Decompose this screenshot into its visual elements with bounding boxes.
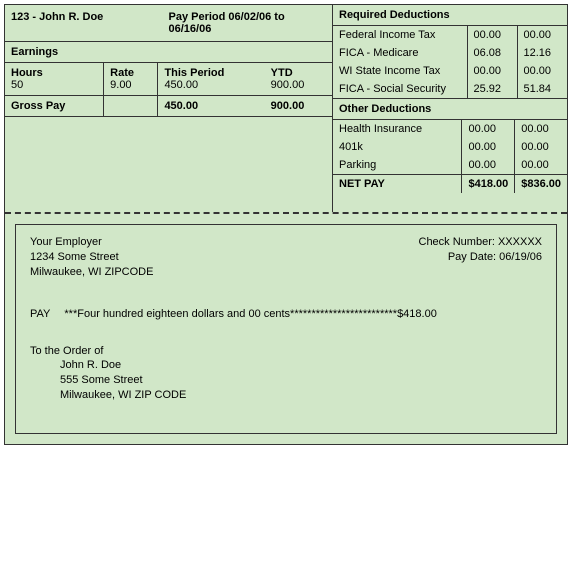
other-deductions-table: Health Insurance00.0000.00 401k00.0000.0… <box>333 120 567 193</box>
payee-addr1: 555 Some Street <box>60 373 542 388</box>
payee-addr2: Milwaukee, WI ZIP CODE <box>60 388 542 403</box>
payee-block: To the Order of John R. Doe 555 Some Str… <box>30 344 542 403</box>
pay-label: PAY <box>30 308 50 320</box>
earnings-heading: Earnings <box>5 42 332 63</box>
check-area: Your Employer 1234 Some Street Milwaukee… <box>5 214 567 444</box>
pay-period: Pay Period 06/02/06 to 06/16/06 <box>169 11 327 35</box>
gross-ytd: 900.00 <box>265 96 332 117</box>
paystub: 123 - John R. Doe Pay Period 06/02/06 to… <box>4 4 568 445</box>
to-the-order-of-label: To the Order of <box>30 344 542 359</box>
header-row: 123 - John R. Doe Pay Period 06/02/06 to… <box>5 5 332 42</box>
employee-id-name: 123 - John R. Doe <box>11 11 169 35</box>
pay-line: PAY ***Four hundred eighteen dollars and… <box>30 308 542 320</box>
pay-date: Pay Date: 06/19/06 <box>419 250 543 265</box>
employer-address: Your Employer 1234 Some Street Milwaukee… <box>30 235 153 280</box>
col-this-period: This Period 450.00 <box>158 63 265 96</box>
required-deductions-table: Federal Income Tax00.0000.00 FICA - Medi… <box>333 26 567 98</box>
col-rate: Rate 9.00 <box>104 63 158 96</box>
earnings-table: Hours 50 Rate 9.00 This Period 450.00 YT… <box>5 63 332 117</box>
net-pay-label: NET PAY <box>333 175 462 194</box>
other-deductions-heading: Other Deductions <box>333 98 567 120</box>
required-deductions-heading: Required Deductions <box>333 5 567 26</box>
col-ytd: YTD 900.00 <box>265 63 332 96</box>
net-pay-ytd: $836.00 <box>515 175 567 194</box>
check-meta: Check Number: XXXXXX Pay Date: 06/19/06 <box>419 235 543 280</box>
net-pay-this: $418.00 <box>462 175 515 194</box>
gross-this-period: 450.00 <box>158 96 265 117</box>
pay-amount-words: ***Four hundred eighteen dollars and 00 … <box>64 308 542 320</box>
col-hours: Hours 50 <box>5 63 104 96</box>
check-number: Check Number: XXXXXX <box>419 235 543 250</box>
gross-pay-label: Gross Pay <box>5 96 104 117</box>
payee-name: John R. Doe <box>60 358 542 373</box>
